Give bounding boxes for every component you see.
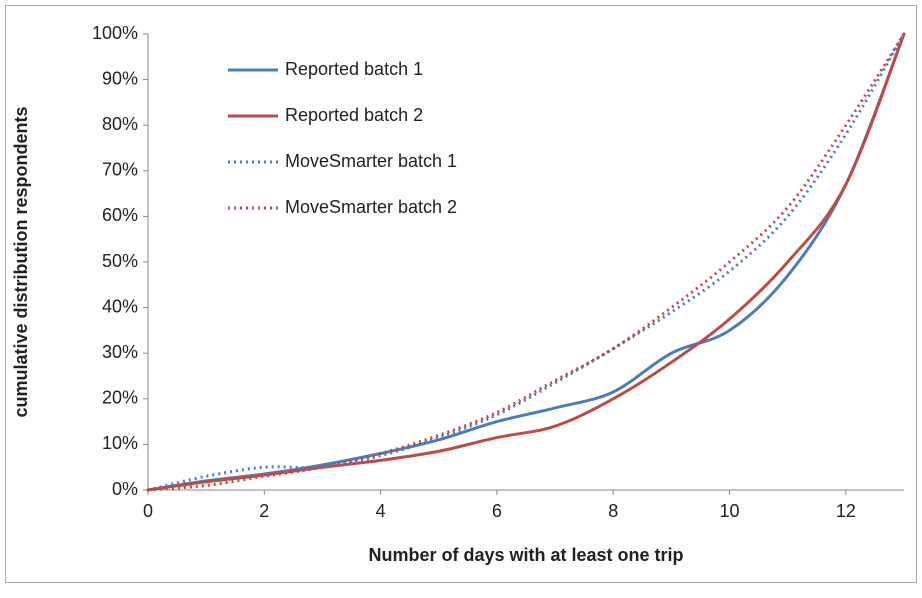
legend-label: MoveSmarter batch 1 <box>285 151 457 171</box>
x-tick-label: 8 <box>608 501 618 521</box>
x-tick-label: 2 <box>259 501 269 521</box>
x-tick-label: 0 <box>143 501 153 521</box>
y-tick-label: 100% <box>92 23 138 43</box>
legend-label: Reported batch 2 <box>285 105 423 125</box>
chart-frame <box>5 5 917 583</box>
legend-label: MoveSmarter batch 2 <box>285 197 457 217</box>
legend-label: Reported batch 1 <box>285 59 423 79</box>
x-tick-label: 12 <box>836 501 856 521</box>
y-tick-label: 10% <box>102 433 138 453</box>
y-tick-label: 0% <box>112 479 138 499</box>
y-axis-title: cumulative distribution respondents <box>11 106 31 417</box>
y-tick-label: 70% <box>102 160 138 180</box>
x-tick-label: 10 <box>720 501 740 521</box>
y-tick-label: 60% <box>102 205 138 225</box>
x-axis-title: Number of days with at least one trip <box>368 545 683 565</box>
y-tick-label: 80% <box>102 114 138 134</box>
y-tick-label: 50% <box>102 251 138 271</box>
y-tick-label: 40% <box>102 296 138 316</box>
y-tick-label: 20% <box>102 388 138 408</box>
y-tick-label: 90% <box>102 68 138 88</box>
x-tick-label: 4 <box>376 501 386 521</box>
y-tick-label: 30% <box>102 342 138 362</box>
series-line <box>146 32 906 492</box>
x-tick-label: 6 <box>492 501 502 521</box>
